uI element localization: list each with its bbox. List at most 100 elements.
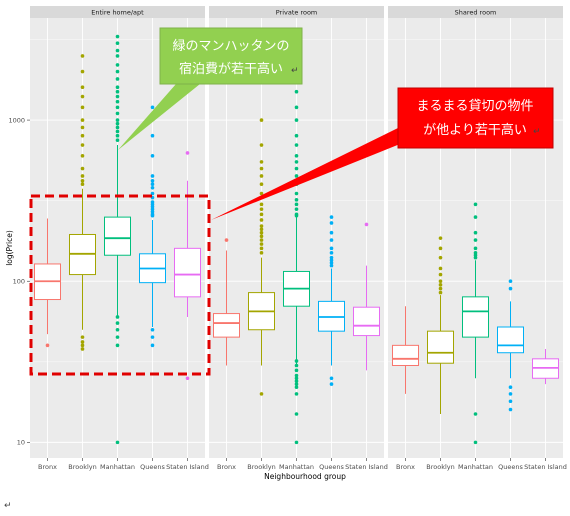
outlier-point bbox=[294, 359, 299, 363]
outlier-point bbox=[508, 279, 513, 284]
outlier-point bbox=[80, 133, 85, 138]
outlier-point bbox=[115, 315, 120, 319]
outlier-point bbox=[259, 246, 264, 251]
x-tick-label: Manhattan bbox=[458, 463, 493, 471]
outlier-point bbox=[294, 133, 299, 138]
outlier-point bbox=[329, 261, 334, 265]
outlier-point bbox=[329, 230, 334, 235]
outlier-point bbox=[508, 407, 513, 412]
outlier-point bbox=[294, 89, 299, 94]
outlier-point bbox=[329, 246, 334, 251]
box-staten-island bbox=[532, 348, 559, 385]
outlier-point bbox=[115, 99, 120, 104]
box-manhattan bbox=[462, 202, 489, 445]
box-bronx bbox=[34, 218, 61, 348]
outlier-point bbox=[259, 212, 264, 217]
outlier-point bbox=[80, 347, 85, 351]
box-manhattan bbox=[104, 34, 131, 445]
outlier-point bbox=[80, 182, 85, 187]
outlier-point bbox=[115, 105, 120, 110]
outlier-point bbox=[80, 343, 85, 348]
x-tick-label: Queens bbox=[498, 463, 523, 471]
outlier-point bbox=[508, 399, 513, 404]
outlier-point bbox=[115, 133, 120, 138]
box-iqr bbox=[427, 330, 454, 364]
outlier-point bbox=[80, 178, 85, 183]
outlier-point bbox=[259, 218, 264, 222]
outlier-point bbox=[259, 224, 264, 228]
outlier-point bbox=[115, 129, 120, 134]
x-tick-label: Bronx bbox=[38, 463, 57, 471]
outlier-point bbox=[259, 251, 264, 255]
outlier-point bbox=[150, 209, 155, 214]
outlier-point bbox=[294, 382, 299, 386]
green-callout-box bbox=[159, 27, 303, 85]
outlier-point bbox=[115, 89, 120, 94]
outlier-point bbox=[115, 111, 120, 116]
outlier-point bbox=[115, 343, 120, 348]
outlier-point bbox=[224, 238, 229, 242]
outlier-point bbox=[259, 174, 264, 178]
outlier-point bbox=[438, 255, 443, 260]
x-tick-label: Staten Island bbox=[524, 463, 567, 471]
outlier-point bbox=[80, 340, 85, 344]
outlier-point bbox=[438, 266, 443, 271]
outlier-point bbox=[115, 335, 120, 339]
outlier-point bbox=[115, 41, 120, 45]
red-callout-pointer bbox=[211, 127, 400, 220]
outlier-point bbox=[329, 251, 334, 255]
box-iqr bbox=[213, 313, 240, 338]
outlier-point bbox=[115, 125, 120, 130]
box-iqr bbox=[462, 296, 489, 338]
outlier-point bbox=[473, 215, 478, 219]
outlier-point bbox=[259, 160, 264, 164]
box-iqr bbox=[392, 344, 419, 366]
outlier-point bbox=[259, 202, 264, 207]
outlier-point bbox=[150, 178, 155, 183]
outlier-point bbox=[294, 154, 299, 158]
outlier-point bbox=[115, 34, 120, 39]
outlier-point bbox=[294, 213, 299, 218]
outlier-point bbox=[329, 255, 334, 260]
outlier-point bbox=[329, 221, 334, 225]
outlier-point bbox=[294, 118, 299, 122]
box-brooklyn bbox=[427, 236, 454, 415]
x-tick-label: Queens bbox=[319, 463, 344, 471]
box-manhattan bbox=[283, 89, 310, 445]
outlier-point bbox=[150, 186, 155, 190]
outlier-point bbox=[80, 118, 85, 122]
outlier-point bbox=[115, 440, 120, 445]
facet-panel-2: Shared room Bronx Brooklyn Manhattan Queens S… bbox=[388, 6, 567, 471]
outlier-point bbox=[438, 236, 443, 240]
outlier-point bbox=[259, 118, 264, 122]
outlier-point bbox=[294, 160, 299, 164]
x-tick-label: Manhattan bbox=[279, 463, 314, 471]
outlier-point bbox=[294, 376, 299, 381]
outlier-point bbox=[329, 376, 334, 381]
y-axis-title: log(Price) bbox=[5, 230, 14, 266]
outlier-point bbox=[508, 392, 513, 396]
outlier-point bbox=[473, 412, 478, 416]
outlier-point bbox=[115, 321, 120, 325]
outlier-point bbox=[150, 191, 155, 196]
outlier-point bbox=[294, 412, 299, 416]
red-callout-line-1: まるまる貸切の物件 bbox=[416, 98, 533, 114]
outlier-point bbox=[294, 202, 299, 207]
outlier-point bbox=[438, 279, 443, 284]
outlier-point bbox=[150, 133, 155, 138]
outlier-point bbox=[150, 343, 155, 348]
outlier-point bbox=[294, 379, 299, 383]
y-tick-label: 100 bbox=[13, 278, 25, 286]
outlier-point bbox=[259, 392, 264, 396]
outlier-point bbox=[80, 335, 85, 339]
box-iqr bbox=[497, 326, 524, 354]
red-callout-box bbox=[397, 87, 554, 149]
outlier-point bbox=[294, 143, 299, 147]
outlier-point bbox=[294, 385, 299, 390]
highlight-box bbox=[29, 194, 211, 376]
green-callout-pointer bbox=[118, 84, 200, 150]
outlier-point bbox=[294, 174, 299, 178]
box-queens bbox=[318, 215, 345, 386]
outlier-point bbox=[150, 154, 155, 158]
